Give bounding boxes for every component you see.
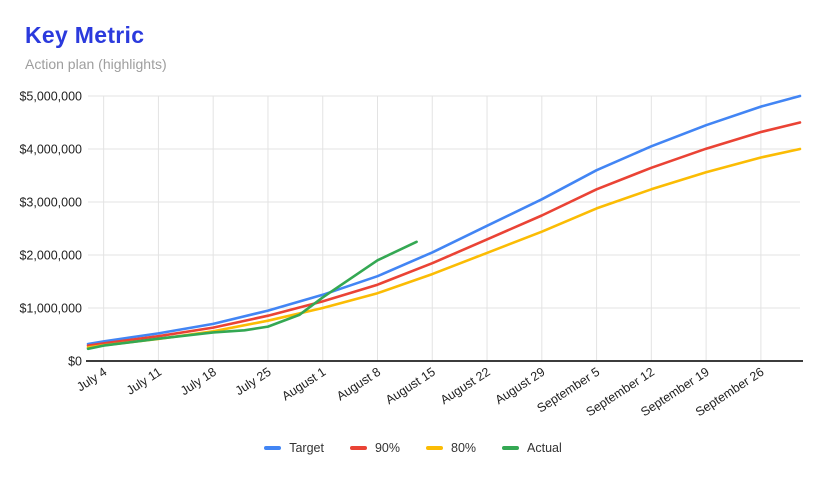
x-axis-label: July 18 (178, 365, 219, 398)
x-axis-label: August 15 (383, 365, 438, 407)
chart-title: Key Metric (25, 22, 145, 48)
legend-item-actual[interactable]: Actual (502, 441, 562, 455)
legend-marker-icon (502, 446, 520, 450)
legend-item-80[interactable]: 80% (426, 441, 476, 455)
x-axis-label: August 22 (438, 365, 493, 407)
legend-marker-icon (264, 446, 282, 450)
y-axis-label: $2,000,000 (19, 249, 82, 263)
y-axis-label: $0 (68, 355, 82, 369)
y-axis-label: $3,000,000 (19, 196, 82, 210)
series-line-80 (86, 147, 802, 349)
chart-legend: Target 90% 80% Actual (0, 441, 826, 455)
x-axis-label: August 1 (279, 365, 328, 404)
legend-marker-icon (349, 446, 367, 450)
series-line-90 (86, 121, 802, 348)
chart-subtitle: Action plan (highlights) (25, 56, 167, 72)
x-axis-label: July 4 (74, 365, 109, 395)
legend-item-90[interactable]: 90% (349, 441, 400, 455)
legend-marker-icon (426, 446, 443, 450)
y-axis-label: $5,000,000 (19, 90, 82, 104)
legend-label: Actual (527, 441, 562, 455)
legend-label: 80% (451, 441, 477, 455)
y-axis-label: $4,000,000 (19, 143, 82, 157)
series-line-actual (86, 240, 418, 351)
x-axis-label: July 11 (124, 365, 164, 398)
legend-label: Target (289, 441, 324, 455)
x-axis-label: August 8 (334, 365, 383, 404)
legend-item-target[interactable]: Target (264, 441, 324, 455)
series-line-target (86, 94, 802, 346)
y-axis-label: $1,000,000 (19, 302, 82, 316)
x-axis-label: July 25 (233, 365, 274, 398)
legend-label: 90% (374, 441, 400, 455)
